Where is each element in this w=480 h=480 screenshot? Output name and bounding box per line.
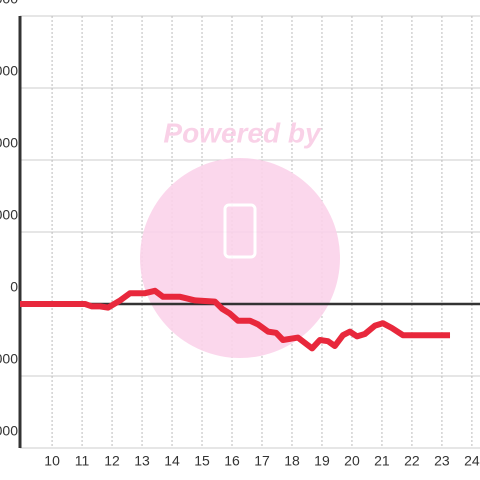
x-tick-label: 11 bbox=[75, 453, 90, 469]
y-tick-label: 12,000 bbox=[0, 0, 18, 7]
watermark-text: Powered by bbox=[163, 117, 322, 148]
x-tick-label: 10 bbox=[44, 453, 60, 469]
y-tick-label: 3,000 bbox=[0, 207, 18, 223]
x-tick-label: 14 bbox=[164, 453, 180, 469]
x-tick-label: 20 bbox=[344, 453, 360, 469]
x-tick-label: 13 bbox=[134, 453, 150, 469]
x-tick-label: 17 bbox=[254, 453, 270, 469]
data-line bbox=[20, 287, 451, 352]
x-tick-label: 24 bbox=[464, 453, 480, 469]
y-tick-label: 9,000 bbox=[0, 63, 18, 79]
y-tick-label: 6,000 bbox=[0, 135, 18, 151]
x-tick-label: 18 bbox=[284, 453, 300, 469]
watermark-icon bbox=[223, 203, 257, 259]
x-tick-label: 22 bbox=[404, 453, 420, 469]
watermark: Powered by bbox=[140, 117, 340, 358]
x-tick-label: 15 bbox=[194, 453, 210, 469]
y-tick-label: -6,000 bbox=[0, 423, 18, 439]
x-tick-label: 19 bbox=[314, 453, 330, 469]
x-tick-label: 21 bbox=[374, 453, 390, 469]
x-tick-label: 12 bbox=[104, 453, 120, 469]
y-tick-label: 0 bbox=[10, 279, 18, 295]
x-tick-label: 23 bbox=[434, 453, 450, 469]
y-tick-label: -3,000 bbox=[0, 351, 18, 367]
plot: -6,000 -3,000 0 3,000 6,000 9,000 12,000 10 11 12… bbox=[0, 0, 480, 469]
x-tick-label: 16 bbox=[224, 453, 240, 469]
